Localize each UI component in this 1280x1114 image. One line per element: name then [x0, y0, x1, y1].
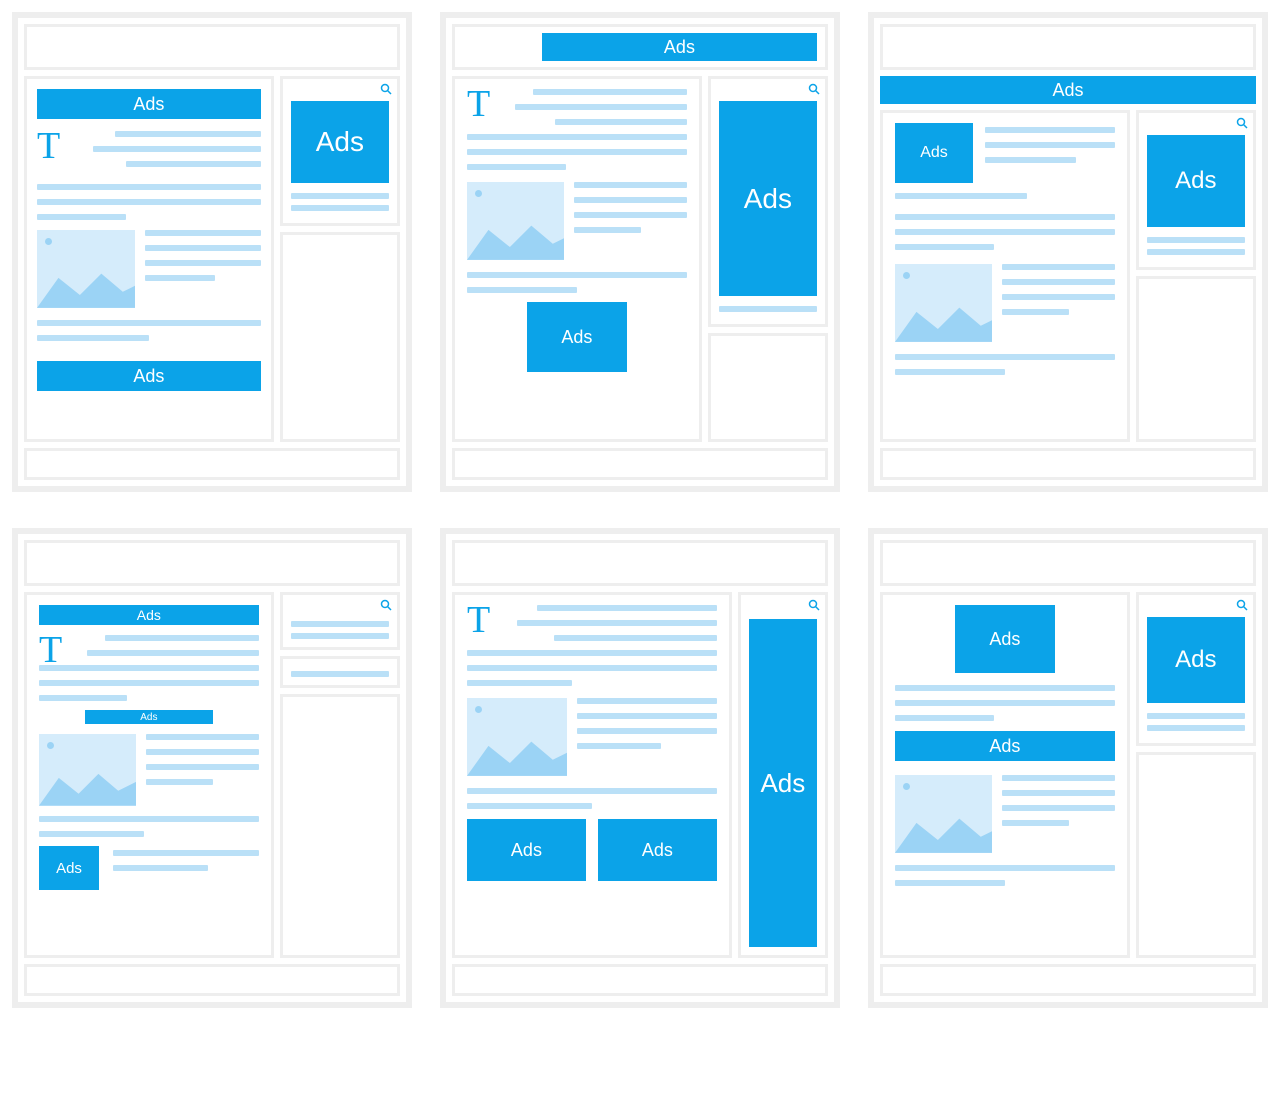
dropcap: T [39, 635, 62, 665]
ad-bottom-right[interactable]: Ads [598, 819, 717, 881]
ad-inline-small[interactable]: Ads [895, 123, 973, 183]
sidebar: Ads [280, 76, 400, 442]
ad-bottom-small[interactable]: Ads [39, 846, 99, 890]
ad-below-header[interactable]: Ads [880, 76, 1256, 104]
ad-banner-top[interactable]: Ads [37, 89, 261, 119]
page-header [880, 24, 1256, 70]
page-header [24, 24, 400, 70]
page-footer [452, 964, 828, 996]
sidebar: Ads [1136, 110, 1256, 442]
sidebar [280, 592, 400, 958]
main-column: Ads Ads [880, 592, 1130, 958]
wireframe-grid: Ads T [12, 12, 1268, 1008]
search-icon[interactable] [1236, 599, 1248, 611]
ad-thin-top[interactable]: Ads [39, 605, 259, 625]
ad-leaderboard[interactable]: Ads [542, 33, 817, 61]
layout-panel-3: Ads Ads [868, 12, 1268, 492]
sidebar: Ads [738, 592, 828, 958]
ad-thin-mid[interactable]: Ads [85, 710, 212, 724]
dropcap: T [37, 131, 60, 161]
image-placeholder [895, 775, 992, 853]
ad-inline-square[interactable]: Ads [527, 302, 627, 372]
layout-panel-4: Ads T Ads [12, 528, 412, 1008]
page-footer [880, 964, 1256, 996]
ad-top-center[interactable]: Ads [955, 605, 1055, 673]
dropcap: T [467, 605, 490, 635]
main-column: T Ads [452, 76, 702, 442]
main-column: Ads T Ads [24, 592, 274, 958]
ad-sidebar-rect[interactable]: Ads [1147, 617, 1245, 703]
sidebar: Ads [708, 76, 828, 442]
ad-sidebar-rect[interactable]: Ads [1147, 135, 1245, 227]
page-footer [24, 964, 400, 996]
ad-sidebar-rect[interactable]: Ads [291, 101, 389, 183]
layout-panel-2: Ads T [440, 12, 840, 492]
page-header [24, 540, 400, 586]
page-header [880, 540, 1256, 586]
image-placeholder [39, 734, 136, 806]
page-header: Ads [452, 24, 828, 70]
layout-panel-5: T Ads Ads [440, 528, 840, 1008]
page-header [452, 540, 828, 586]
ad-mid-banner[interactable]: Ads [895, 731, 1115, 761]
page-footer [880, 448, 1256, 480]
layout-panel-1: Ads T [12, 12, 412, 492]
ad-banner-bottom[interactable]: Ads [37, 361, 261, 391]
dropcap: T [467, 89, 490, 119]
search-icon[interactable] [808, 83, 820, 95]
search-icon[interactable] [380, 599, 392, 611]
search-icon[interactable] [1236, 117, 1248, 129]
ad-bottom-left[interactable]: Ads [467, 819, 586, 881]
main-column: Ads [880, 110, 1130, 442]
page-footer [24, 448, 400, 480]
ad-sidebar-tall[interactable]: Ads [719, 101, 817, 296]
image-placeholder [467, 698, 567, 776]
layout-panel-6: Ads Ads [868, 528, 1268, 1008]
image-placeholder [467, 182, 564, 260]
sidebar: Ads [1136, 592, 1256, 958]
search-icon[interactable] [808, 599, 820, 611]
page-footer [452, 448, 828, 480]
main-column: Ads T [24, 76, 274, 442]
image-placeholder [37, 230, 135, 308]
ad-skyscraper[interactable]: Ads [749, 619, 817, 947]
main-column: T Ads Ads [452, 592, 732, 958]
search-icon[interactable] [380, 83, 392, 95]
image-placeholder [895, 264, 992, 342]
